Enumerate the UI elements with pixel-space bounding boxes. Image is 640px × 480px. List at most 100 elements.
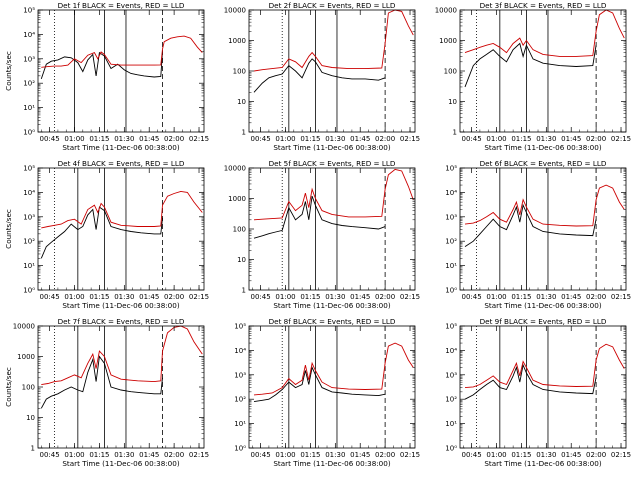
x-tick-label: 00:45 (40, 451, 60, 459)
series-line-lld (464, 343, 625, 389)
x-tick-label: 01:30 (325, 135, 345, 143)
y-tick-label: 10000 (224, 7, 246, 15)
y-tick-label: 10⁴ (234, 347, 246, 355)
y-tick-label: 10⁰ (23, 129, 35, 137)
panel-title: Det 1f BLACK = Events, RED = LLD (58, 1, 185, 10)
x-tick-label: 01:45 (561, 451, 581, 459)
panel-title: Det 3f BLACK = Events, RED = LLD (480, 1, 607, 10)
panel-det-2: Det 2f BLACK = Events, RED = LLD 1 10 100 10… (224, 1, 420, 152)
x-tick-label: 02:00 (164, 451, 184, 459)
x-tick-label: 01:30 (114, 135, 134, 143)
x-tick-label: 01:45 (561, 135, 581, 143)
series-line-lld (41, 190, 203, 229)
panel-det-7: Det 7f BLACK = Events, RED = LLD 1 10 100 10… (4, 317, 209, 468)
y-tick-label: 10000 (224, 165, 246, 173)
y-tick-label: 10⁰ (445, 445, 457, 453)
y-tick-label: 10⁰ (23, 287, 35, 295)
x-axis-label: Start Time (11-Dec-06 00:38:00) (484, 143, 601, 152)
plot-frame (37, 9, 205, 133)
y-tick-label: 10³ (23, 55, 35, 63)
y-tick-label: 10² (23, 238, 35, 246)
x-tick-label: 01:15 (511, 451, 531, 459)
panel-title: Det 4f BLACK = Events, RED = LLD (58, 159, 185, 168)
y-axis-label: Counts/sec (4, 367, 13, 407)
y-tick-label: 10³ (445, 371, 457, 379)
x-tick-label: 00:45 (40, 135, 60, 143)
plot-frame (248, 9, 416, 133)
y-tick-label: 1 (242, 287, 246, 295)
x-tick-label: 02:00 (164, 135, 184, 143)
x-tick-label: 01:00 (486, 135, 506, 143)
series-line-lld (464, 184, 625, 227)
y-tick-label: 1000 (228, 195, 246, 203)
series-line-events (464, 203, 597, 247)
panel-title: Det 6f BLACK = Events, RED = LLD (480, 159, 607, 168)
panel-title: Det 5f BLACK = Events, RED = LLD (269, 159, 396, 168)
x-tick-label: 01:00 (275, 293, 295, 301)
x-tick-label: 02:00 (375, 293, 395, 301)
y-tick-label: 1000 (17, 353, 35, 361)
panel-title: Det 2f BLACK = Events, RED = LLD (269, 1, 396, 10)
y-tick-label: 10² (23, 80, 35, 88)
y-tick-label: 10⁴ (23, 189, 35, 197)
y-tick-label: 10000 (435, 7, 457, 15)
x-tick-label: 00:45 (462, 451, 482, 459)
y-tick-label: 10³ (23, 213, 35, 221)
y-tick-label: 1 (453, 129, 457, 137)
x-axis-label: Start Time (11-Dec-06 00:38:00) (273, 143, 390, 152)
series-line-events (253, 58, 386, 93)
y-tick-label: 10² (445, 396, 457, 404)
y-tick-label: 1 (31, 445, 35, 453)
y-tick-label: 10⁰ (445, 287, 457, 295)
series-line-lld (41, 325, 203, 386)
x-tick-label: 01:45 (139, 293, 159, 301)
y-tick-label: 100 (233, 68, 246, 76)
panel-det-6: Det 6f BLACK = Events, RED = LLD 10⁰ 10¹ 10… (445, 159, 631, 310)
y-tick-label: 1 (242, 129, 246, 137)
y-tick-label: 10¹ (23, 104, 35, 112)
x-tick-label: 00:45 (251, 451, 271, 459)
x-tick-label: 01:45 (350, 451, 370, 459)
y-tick-label: 100 (22, 384, 35, 392)
x-tick-label: 02:15 (400, 451, 420, 459)
x-tick-label: 02:00 (586, 451, 606, 459)
series-line-events (253, 366, 386, 403)
panel-det-9: Det 9f BLACK = Events, RED = LLD 10⁰ 10¹ 10… (445, 317, 631, 468)
y-axis-label: Counts/sec (4, 209, 13, 249)
x-tick-label: 02:00 (164, 293, 184, 301)
x-tick-label: 01:45 (139, 451, 159, 459)
y-tick-label: 10² (445, 238, 457, 246)
x-tick-label: 02:15 (611, 451, 631, 459)
x-tick-label: 01:15 (89, 293, 109, 301)
plot-frame (248, 325, 416, 449)
panel-det-3: Det 3f BLACK = Events, RED = LLD 1 10 100 10… (435, 1, 631, 152)
y-tick-label: 10⁴ (445, 189, 457, 197)
panel-title: Det 9f BLACK = Events, RED = LLD (480, 317, 607, 326)
x-tick-label: 01:00 (486, 293, 506, 301)
x-tick-label: 00:45 (462, 135, 482, 143)
x-tick-label: 01:30 (114, 451, 134, 459)
series-line-events (464, 42, 597, 88)
x-tick-label: 02:15 (400, 293, 420, 301)
x-tick-label: 02:15 (400, 135, 420, 143)
y-tick-label: 10⁴ (445, 347, 457, 355)
x-tick-label: 01:00 (486, 451, 506, 459)
series-line-events (40, 355, 163, 409)
y-tick-label: 10⁵ (234, 323, 246, 331)
series-line-events (253, 195, 386, 239)
panel-det-1: Det 1f BLACK = Events, RED = LLD 10⁰ 10¹ 10… (4, 1, 209, 152)
x-tick-label: 00:45 (40, 293, 60, 301)
y-tick-label: 10 (26, 414, 35, 422)
x-tick-label: 01:30 (536, 135, 556, 143)
x-tick-label: 01:15 (89, 451, 109, 459)
y-tick-label: 10¹ (234, 420, 246, 428)
x-axis-label: Start Time (11-Dec-06 00:38:00) (62, 459, 179, 468)
y-tick-label: 10 (237, 98, 246, 106)
y-tick-label: 10³ (234, 371, 246, 379)
y-tick-label: 10000 (13, 323, 35, 331)
x-axis-label: Start Time (11-Dec-06 00:38:00) (484, 459, 601, 468)
y-tick-label: 10⁵ (445, 165, 457, 173)
x-tick-label: 02:00 (586, 293, 606, 301)
x-tick-label: 01:45 (350, 135, 370, 143)
